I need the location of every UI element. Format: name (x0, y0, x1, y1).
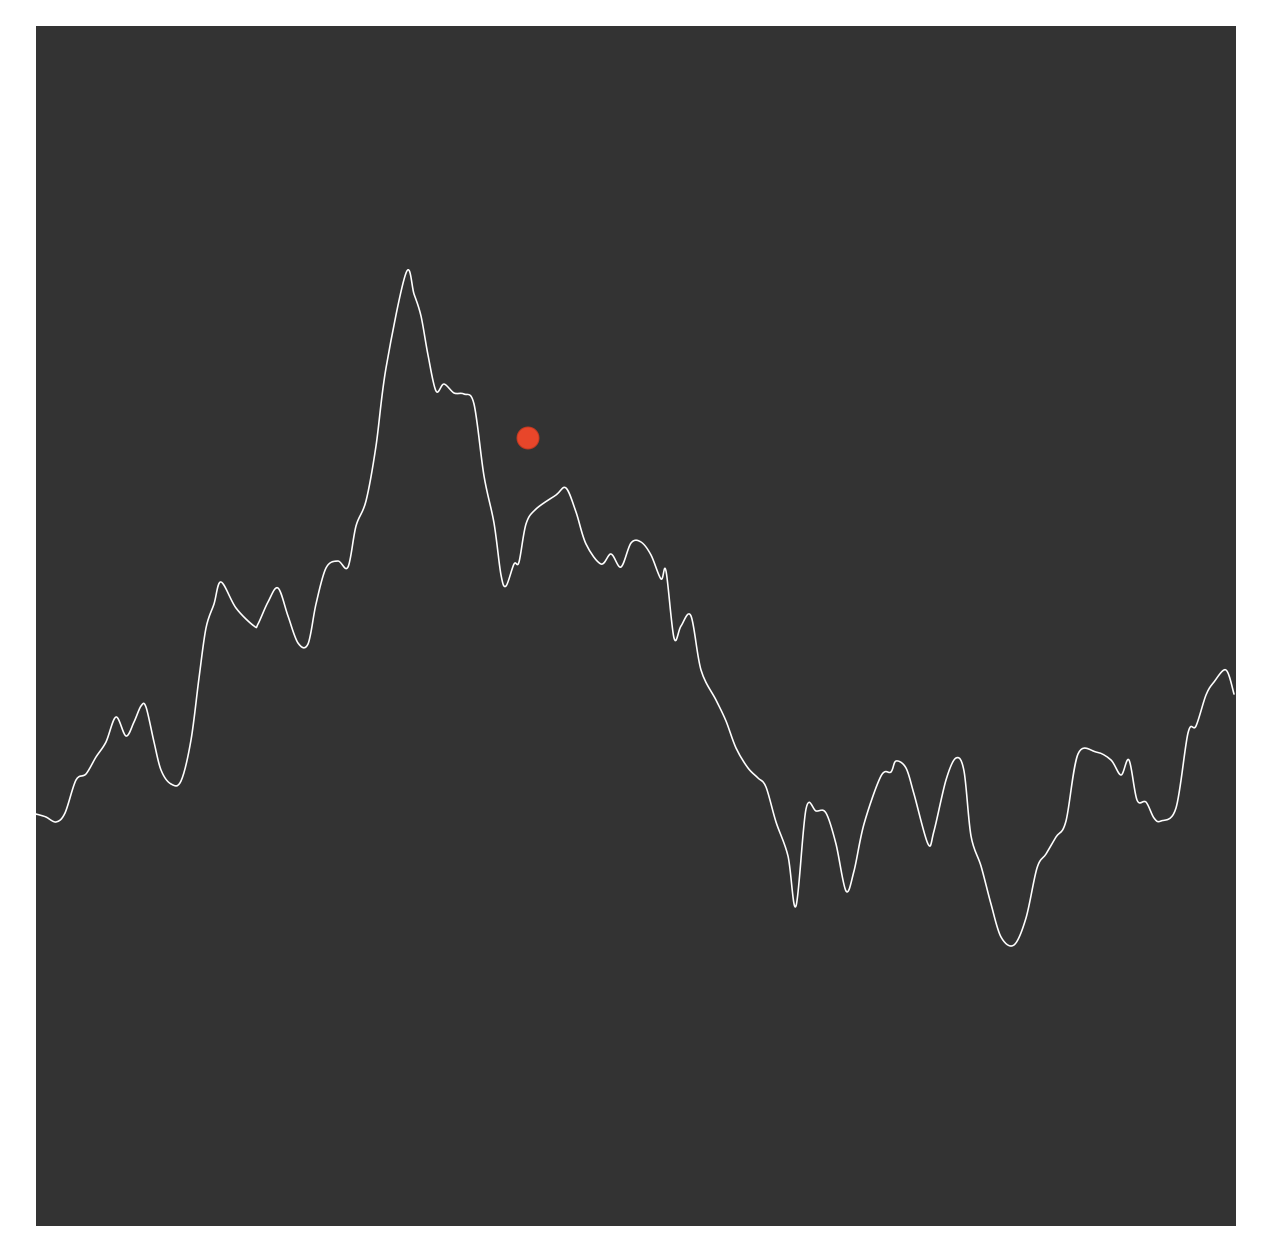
series-line-0 (36, 269, 1235, 947)
highlight-point-marker[interactable] (516, 426, 540, 450)
plot-panel (36, 26, 1236, 1226)
series-layer (36, 269, 1235, 947)
line-chart (36, 26, 1236, 1226)
marker-layer (516, 426, 540, 450)
plot-background (36, 26, 1236, 1226)
